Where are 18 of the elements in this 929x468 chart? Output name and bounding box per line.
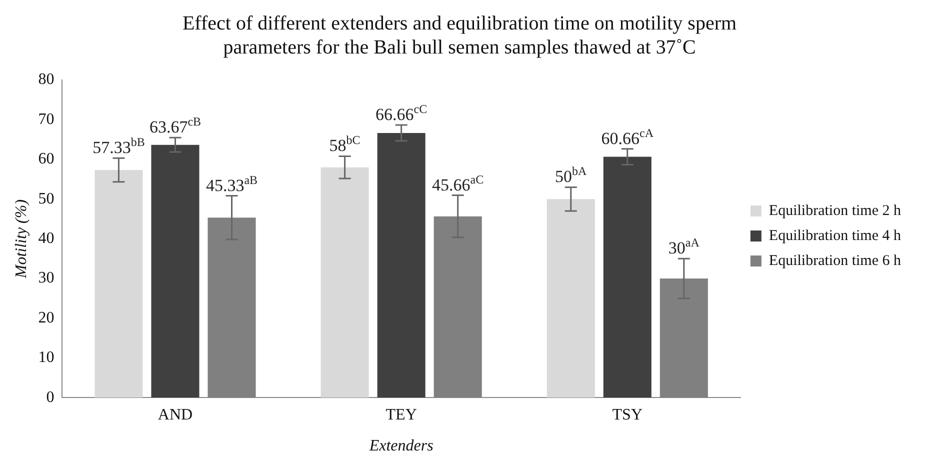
legend-label: Equilibration time 6 h bbox=[768, 252, 902, 269]
y-tick-label: 10 bbox=[38, 349, 54, 366]
legend-label: Equilibration time 4 h bbox=[768, 228, 902, 244]
y-tick-label: 0 bbox=[46, 388, 54, 406]
y-axis-title: Motility (%) bbox=[12, 199, 30, 280]
y-tick-label: 40 bbox=[38, 230, 54, 248]
legend-label: Equilibration time 2 h bbox=[768, 202, 902, 219]
chart-title: Effect of different extenders and equilibration time on motility sperm parameters for the Bali bull semen samples thawed at 37˚C bbox=[182, 12, 737, 58]
x-axis-title: Extenders bbox=[368, 438, 434, 455]
x-tick-label: AND bbox=[158, 406, 193, 424]
x-tick-label: TEY bbox=[386, 406, 418, 424]
y-tick-label: 20 bbox=[38, 309, 54, 326]
y-tick-label: 30 bbox=[38, 270, 54, 287]
y-tick-label: 60 bbox=[38, 150, 54, 168]
x-tick-label: TSY bbox=[612, 406, 643, 424]
y-tick-label: 70 bbox=[38, 110, 54, 128]
y-tick-label: 50 bbox=[38, 190, 54, 208]
y-tick-label: 80 bbox=[38, 71, 54, 88]
